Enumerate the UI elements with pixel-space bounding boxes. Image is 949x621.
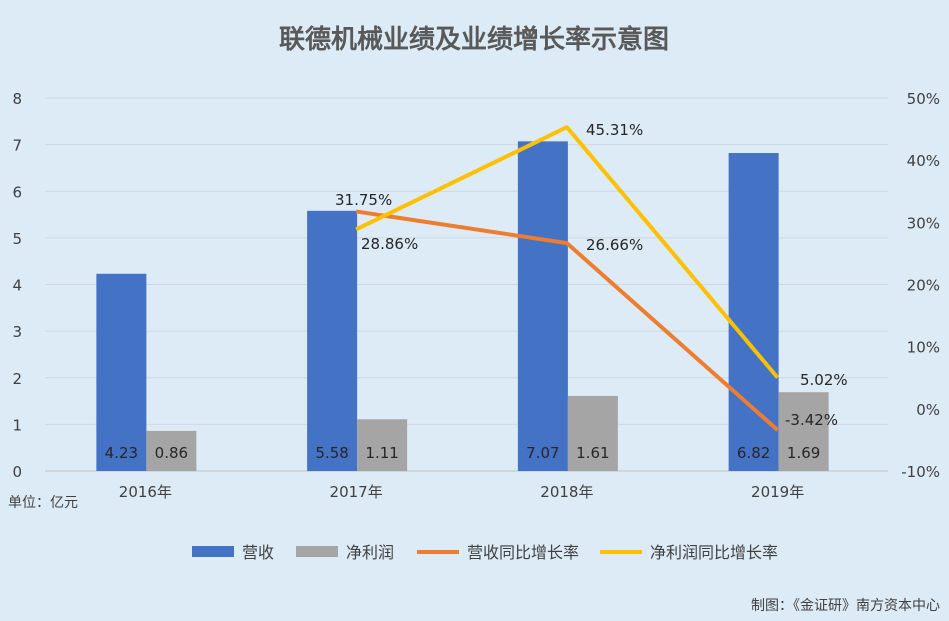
- left-tick-label: 3: [12, 323, 22, 341]
- line-value-label: 5.02%: [800, 371, 848, 389]
- bar-value-label: 6.82: [737, 444, 770, 462]
- bar-value-label: 0.86: [155, 444, 188, 462]
- legend-label: 净利润: [346, 543, 394, 562]
- right-tick-label: 40%: [907, 152, 940, 170]
- left-tick-label: 6: [12, 183, 22, 201]
- left-tick-label: 1: [12, 416, 22, 434]
- x-tick-label: 2019年: [751, 483, 804, 501]
- left-tick-label: 8: [12, 90, 22, 108]
- left-tick-label: 4: [12, 277, 22, 295]
- bar-revenue: [307, 210, 358, 471]
- right-tick-label: -10%: [901, 463, 940, 481]
- legend-label: 营收同比增长率: [467, 543, 579, 562]
- bar-value-label: 5.58: [315, 444, 348, 462]
- bar-net-profit: [567, 395, 618, 471]
- bar-value-label: 1.69: [787, 444, 820, 462]
- bar-revenue: [96, 273, 147, 471]
- left-tick-label: 7: [12, 137, 22, 155]
- bar-revenue: [728, 153, 779, 471]
- line-value-label: 28.86%: [361, 235, 418, 253]
- legend-label: 净利润同比增长率: [650, 543, 778, 562]
- right-tick-label: 0%: [916, 401, 940, 419]
- bar-value-label: 7.07: [526, 444, 559, 462]
- legend-swatch: [296, 546, 338, 557]
- x-tick-label: 2016年: [119, 483, 172, 501]
- bar-value-label: 1.11: [365, 444, 398, 462]
- bar-net-profit: [778, 392, 829, 471]
- bar-net-profit: [146, 430, 197, 471]
- left-tick-label: 2: [12, 370, 22, 388]
- right-tick-label: 10%: [907, 339, 940, 357]
- left-tick-label: 5: [12, 230, 22, 248]
- legend-label: 营收: [242, 543, 274, 562]
- line-value-label: 26.66%: [586, 236, 643, 254]
- unit-label: 单位：亿元: [8, 495, 78, 511]
- legend-swatch: [192, 546, 234, 557]
- line-value-label: 31.75%: [335, 191, 392, 209]
- bar-value-label: 4.23: [105, 444, 138, 462]
- bar-net-profit: [357, 419, 408, 471]
- line-net-profit-growth: [355, 125, 780, 379]
- line-revenue-growth: [355, 209, 779, 432]
- bar-revenue: [517, 141, 568, 471]
- line-value-label: -3.42%: [785, 411, 838, 429]
- right-tick-label: 50%: [907, 90, 940, 108]
- line-value-label: 45.31%: [586, 121, 643, 139]
- chart-title: 联德机械业绩及业绩增长率示意图: [279, 24, 669, 55]
- x-tick-label: 2017年: [330, 483, 383, 501]
- right-tick-label: 20%: [907, 277, 940, 295]
- right-tick-label: 30%: [907, 214, 940, 232]
- source-note: 制图：《金证研》南方资本中心: [751, 598, 940, 614]
- bar-value-label: 1.61: [576, 444, 609, 462]
- left-tick-label: 0: [12, 463, 22, 481]
- x-tick-label: 2018年: [540, 483, 593, 501]
